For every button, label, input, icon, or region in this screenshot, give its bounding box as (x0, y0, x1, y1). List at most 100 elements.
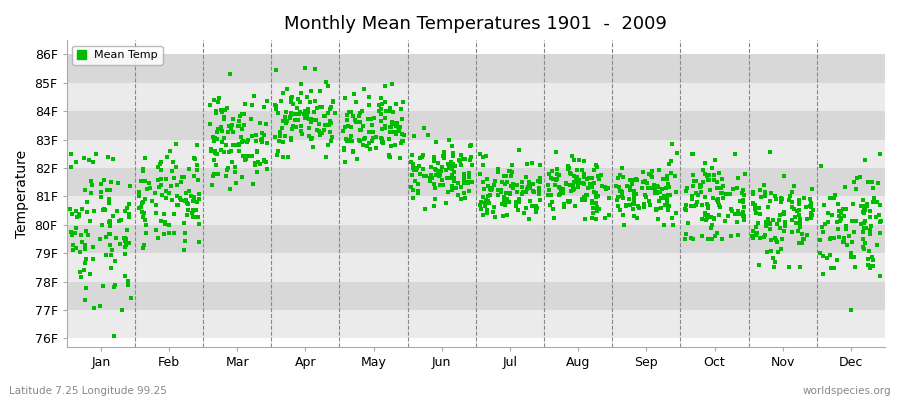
Point (694, 202, 708, 208)
Point (515, 179, 529, 186)
Point (518, 210, 532, 216)
Point (271, 110, 285, 116)
Point (384, 121, 399, 127)
Point (760, 248, 774, 255)
Point (339, 117, 354, 123)
Point (177, 173, 192, 180)
Point (847, 179, 861, 185)
Point (750, 230, 764, 236)
Point (284, 94, 299, 100)
Point (431, 160, 446, 166)
Point (559, 180, 573, 186)
Point (785, 204, 799, 210)
Point (291, 116, 305, 123)
Point (268, 67, 283, 73)
Point (546, 206, 561, 212)
Point (75, 206, 89, 212)
Point (845, 218, 859, 224)
Point (445, 172, 459, 178)
Point (495, 212, 509, 219)
Point (344, 124, 358, 130)
Point (446, 161, 461, 167)
Point (533, 196, 547, 203)
Point (310, 105, 324, 111)
Point (476, 154, 491, 160)
Point (395, 116, 410, 122)
Point (728, 211, 742, 217)
Point (482, 192, 497, 198)
Point (589, 200, 603, 206)
Point (652, 197, 666, 204)
Point (626, 196, 641, 202)
Bar (67, 83, 885, 111)
Point (481, 210, 495, 216)
Point (386, 108, 400, 115)
Point (255, 135, 269, 142)
Point (661, 203, 675, 210)
Point (246, 180, 260, 187)
Point (663, 192, 678, 198)
Point (224, 125, 238, 132)
Point (347, 91, 362, 97)
Point (695, 215, 709, 222)
Point (301, 106, 315, 112)
Point (648, 189, 662, 196)
Point (117, 208, 131, 214)
Point (690, 198, 705, 205)
Point (684, 203, 698, 209)
Point (283, 115, 297, 122)
Point (87, 208, 102, 214)
Point (411, 190, 426, 196)
Point (104, 231, 118, 237)
Point (531, 190, 545, 197)
Point (578, 194, 592, 201)
Point (685, 150, 699, 157)
Point (322, 117, 337, 124)
Point (285, 123, 300, 129)
Point (248, 162, 263, 168)
Point (554, 188, 568, 194)
Point (104, 252, 118, 259)
Point (843, 254, 858, 260)
Point (283, 114, 297, 120)
Point (549, 175, 563, 182)
Point (628, 191, 643, 197)
Point (407, 167, 421, 174)
Point (636, 169, 651, 175)
Point (686, 236, 700, 242)
Point (121, 278, 135, 285)
Point (118, 235, 132, 241)
Point (154, 176, 168, 182)
Point (226, 129, 240, 136)
Point (662, 161, 677, 168)
Point (217, 114, 231, 120)
Point (139, 196, 153, 202)
Point (858, 240, 872, 247)
Point (549, 177, 563, 184)
Point (561, 198, 575, 204)
Point (660, 185, 674, 191)
Point (213, 124, 228, 130)
Point (77, 260, 92, 267)
Point (388, 141, 402, 148)
Point (481, 198, 495, 204)
Point (730, 211, 744, 217)
Point (518, 204, 533, 211)
Point (105, 213, 120, 219)
Point (571, 184, 585, 190)
Point (844, 250, 859, 256)
Point (238, 100, 252, 107)
Point (337, 146, 351, 153)
Point (474, 199, 489, 206)
Point (344, 108, 358, 115)
Point (827, 235, 842, 241)
Point (443, 175, 457, 181)
Point (504, 173, 518, 179)
Point (788, 214, 802, 220)
Point (694, 183, 708, 190)
Point (749, 232, 763, 238)
Point (585, 200, 599, 206)
Point (328, 110, 342, 117)
Point (178, 230, 193, 236)
Point (220, 104, 234, 111)
